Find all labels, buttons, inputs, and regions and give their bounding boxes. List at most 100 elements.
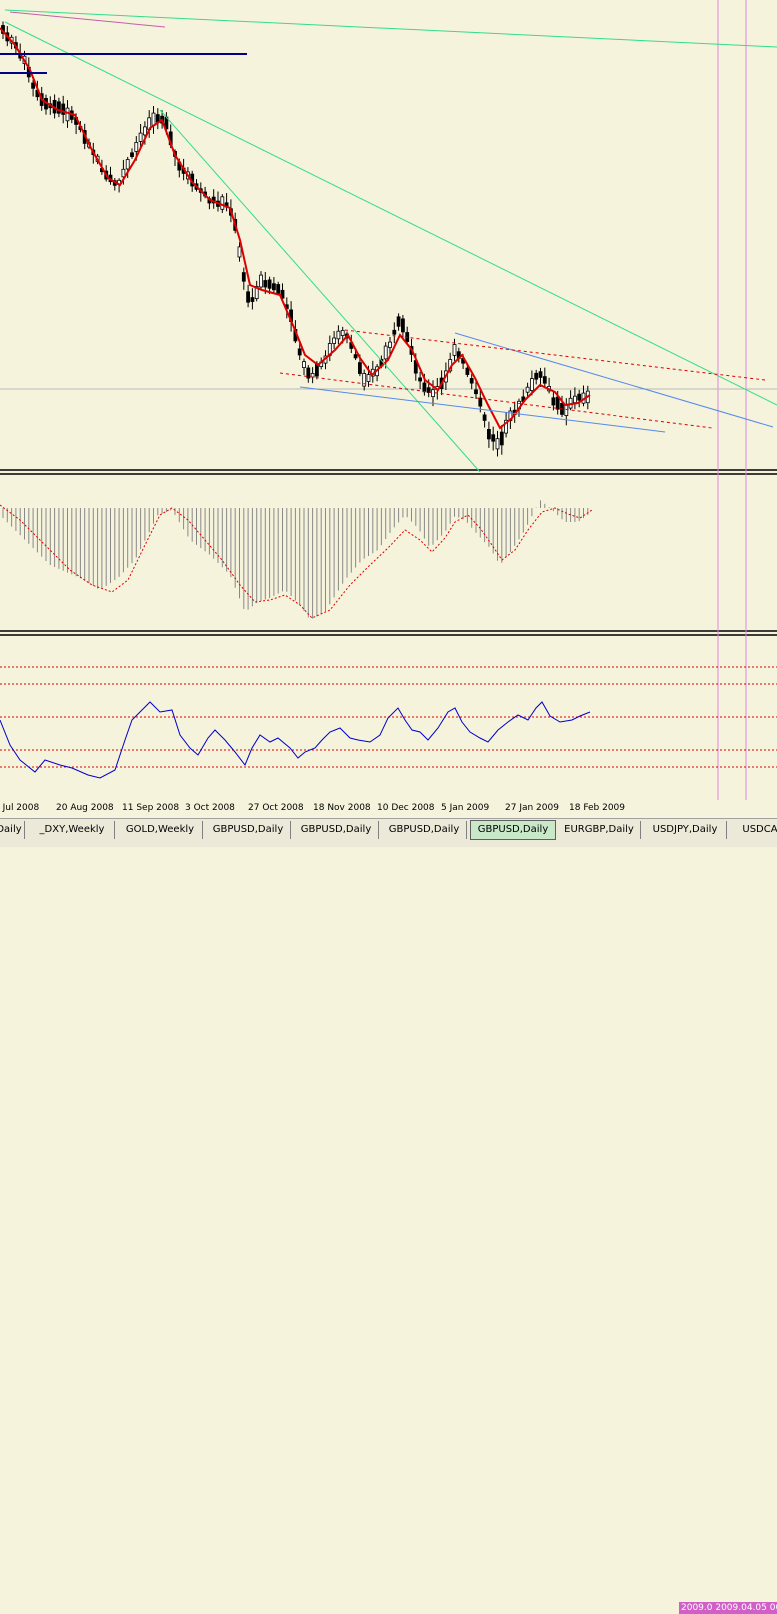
candle-body <box>142 126 147 136</box>
date-label: 20 Aug 2008 <box>56 803 114 813</box>
candle-body <box>530 378 534 392</box>
candle-body <box>573 395 577 404</box>
candle-body <box>151 112 156 126</box>
signal-line <box>0 504 593 619</box>
date-label: 3 Oct 2008 <box>185 803 235 813</box>
candle-body <box>396 316 401 327</box>
long-green-trendline <box>4 9 777 48</box>
candle-body <box>134 141 139 152</box>
candle-body <box>138 132 143 142</box>
candle-body <box>465 367 470 375</box>
candle-body <box>250 297 255 302</box>
green-trendline <box>159 109 481 473</box>
date-label: 27 Jan 2009 <box>505 803 559 813</box>
candle-body <box>310 372 315 378</box>
candle-body <box>551 397 556 406</box>
candle-body <box>340 329 345 336</box>
tab-gbpusd-daily-3[interactable]: GBPUSD,Daily <box>382 821 467 839</box>
chart-canvas[interactable] <box>0 0 777 800</box>
candle-body <box>478 397 483 407</box>
candle-body <box>297 348 302 356</box>
blue-channel-line <box>299 386 666 433</box>
tab-gbpusd-daily-active[interactable]: GBPUSD,Daily <box>470 820 556 840</box>
candle-body <box>57 101 61 114</box>
candle-body <box>366 374 371 382</box>
candle-body <box>267 279 272 289</box>
candle-body <box>259 274 263 288</box>
candle-body <box>383 345 388 360</box>
candle-body <box>400 318 405 333</box>
candle-body <box>65 107 70 122</box>
candle-body <box>534 372 539 380</box>
current-time-badge: 2009.0 2009.04.05 00:00 <box>679 1602 777 1614</box>
candle-body <box>431 389 435 398</box>
candle-body <box>486 428 491 440</box>
candle-body <box>538 371 543 378</box>
tab-gbpusd-daily-2[interactable]: GBPUSD,Daily <box>294 821 379 839</box>
candle-body <box>263 280 268 288</box>
candle-body <box>271 283 276 291</box>
candle-body <box>482 414 487 421</box>
candle-body <box>388 341 392 348</box>
candle-body <box>302 361 306 369</box>
candle-body <box>280 289 285 299</box>
candle-body <box>357 362 362 374</box>
candle-body <box>241 272 246 282</box>
magenta-trendline <box>9 11 166 28</box>
date-label: 27 Oct 2008 <box>248 803 304 813</box>
tab-usdca[interactable]: USDCA <box>730 821 777 839</box>
candle-body <box>254 285 259 299</box>
red-channel-line <box>344 329 766 381</box>
candle-body <box>121 168 126 178</box>
moving-average-line <box>0 27 591 430</box>
candle-body <box>499 431 504 446</box>
candle-body <box>491 434 496 442</box>
candle-body <box>155 114 160 123</box>
candle-body <box>336 330 341 340</box>
date-label: 9 Jul 2008 <box>0 803 40 813</box>
candle-body <box>469 378 474 384</box>
date-label: 11 Sep 2008 <box>122 803 180 813</box>
candle-body <box>130 152 134 158</box>
date-label: 5 Jan 2009 <box>441 803 490 813</box>
candle-body <box>418 377 423 382</box>
candle-body <box>276 284 281 294</box>
date-label: 10 Dec 2008 <box>377 803 435 813</box>
chart-tab-bar: Daily _DXY,Weekly GOLD,Weekly GBPUSD,Dai… <box>0 818 777 847</box>
date-axis: 9 Jul 2008 20 Aug 2008 11 Sep 2008 3 Oct… <box>0 800 777 1614</box>
tab-eurgbp-daily[interactable]: EURGBP,Daily <box>558 821 641 839</box>
candle-body <box>61 103 66 115</box>
candle-body <box>237 246 242 258</box>
tab-gbpusd-daily-1[interactable]: GBPUSD,Daily <box>206 821 291 839</box>
tab-gold-weekly[interactable]: GOLD,Weekly <box>118 821 203 839</box>
candle-body <box>555 396 560 410</box>
date-label: 18 Feb 2009 <box>569 803 626 813</box>
candle-body <box>426 387 431 393</box>
candle-body <box>31 82 36 89</box>
candle-body <box>306 367 311 379</box>
candle-body <box>362 372 367 387</box>
oscillator-line <box>0 701 591 779</box>
date-label: 18 Nov 2008 <box>313 803 371 813</box>
candle-body <box>332 337 337 344</box>
candle-body <box>246 291 251 303</box>
green-trendline <box>4 21 777 406</box>
candle-body <box>220 196 225 210</box>
candle-body <box>525 386 530 393</box>
candle-body <box>392 329 397 335</box>
candle-body <box>577 393 582 401</box>
tab-dxy-weekly[interactable]: _DXY,Weekly <box>30 821 115 839</box>
candle-body <box>495 438 500 450</box>
candle-body <box>125 159 130 170</box>
tab-daily[interactable]: Daily <box>0 821 25 839</box>
candle-body <box>504 419 509 434</box>
blue-channel-line <box>454 332 774 428</box>
candle-body <box>452 344 457 356</box>
candle-body <box>542 376 547 384</box>
candle-body <box>474 389 478 395</box>
candle-body <box>353 354 358 359</box>
candle-body <box>422 382 427 393</box>
red-channel-line <box>279 372 713 429</box>
tab-usdjpy-daily[interactable]: USDJPY,Daily <box>644 821 727 839</box>
